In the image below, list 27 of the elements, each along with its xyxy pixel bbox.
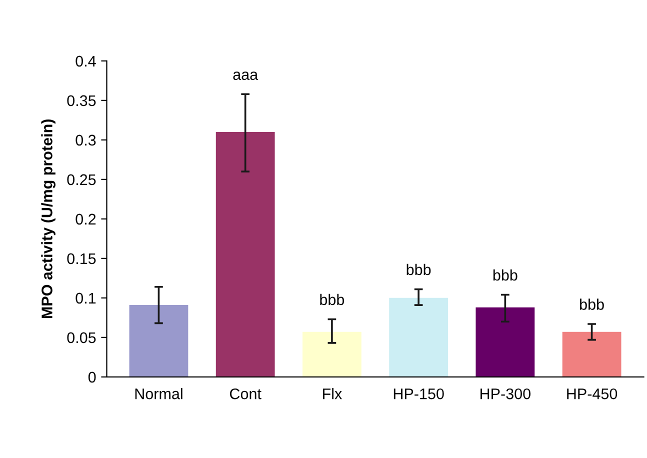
y-tick-label: 0.35 [67,95,96,106]
x-tick-label: HP-150 [394,388,444,400]
annotation: bbb [493,269,518,281]
y-tick-label: 0 [88,372,96,383]
bar [476,307,535,377]
y-tick-label: 0.05 [67,332,96,344]
bar [129,305,188,377]
x-tick-label: Cont [230,388,262,400]
annotation: bbb [406,264,431,276]
x-tick-label: HP-300 [480,388,530,400]
y-tick-label: 0.4 [76,56,96,67]
bar [389,298,448,377]
y-tick-label: 0.2 [76,214,96,225]
annotation: bbb [580,298,604,310]
y-tick-label: 0.1 [76,292,96,304]
x-tick-label: Flx [323,388,342,400]
y-tick-label: 0.25 [67,174,96,186]
bar [302,332,362,377]
annotation: bbb [320,294,344,306]
bar [216,132,275,377]
annotation: aaa [233,72,258,80]
x-tick-label: Normal [135,388,182,400]
y-axis-title: MPO activity (U/mg protein) [41,120,56,318]
x-tick-label: HP-450 [567,388,618,400]
bar [562,332,622,377]
y-tick-label: 0.15 [67,253,96,264]
y-tick-label: 0.3 [76,134,96,146]
